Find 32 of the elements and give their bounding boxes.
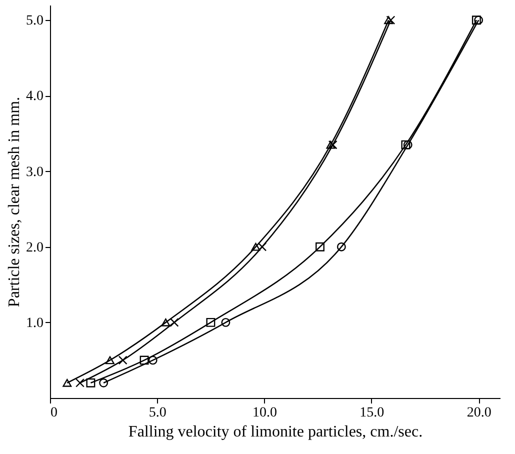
- point: [316, 242, 324, 252]
- point: [474, 16, 484, 25]
- x-axis-title: Falling velocity of limonite particles, cm./sec.: [128, 424, 423, 440]
- point: [336, 242, 346, 252]
- point: [221, 318, 230, 327]
- y-tick-label: 2.0: [26, 240, 44, 256]
- point: [140, 356, 149, 365]
- point: [326, 140, 336, 149]
- point: [161, 318, 170, 326]
- point: [401, 140, 410, 150]
- x-tick-label: 10.0: [252, 406, 278, 420]
- y-axis-title: Particle sizes, clear mesh in mm.: [6, 96, 23, 308]
- point: [206, 318, 216, 327]
- y-tick-label: 1.0: [26, 316, 44, 331]
- y-tick-label: 3.0: [26, 164, 44, 180]
- y-tick-label: 4.0: [26, 89, 44, 104]
- point: [148, 356, 158, 365]
- x-tick-label: 0: [50, 406, 58, 420]
- x-tick-label: 15.0: [360, 406, 384, 420]
- point: [118, 356, 128, 365]
- point: [76, 378, 84, 388]
- point: [384, 16, 394, 24]
- point: [251, 242, 260, 251]
- point: [62, 378, 72, 387]
- point: [472, 16, 481, 25]
- x-tick-label: 5.0: [148, 406, 166, 420]
- point: [106, 356, 114, 364]
- y-tick-label: 5.0: [26, 14, 44, 29]
- x-tick-label: 20.0: [466, 406, 492, 420]
- point: [86, 378, 96, 388]
- point: [403, 140, 412, 150]
- point: [99, 378, 108, 388]
